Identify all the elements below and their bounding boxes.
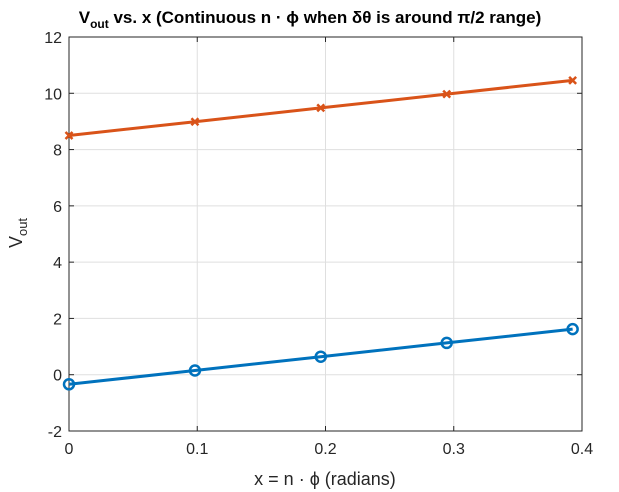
data-point <box>316 103 326 113</box>
data-point <box>190 117 200 127</box>
data-point <box>64 131 74 140</box>
grid <box>68 36 583 432</box>
series-line <box>68 327 573 386</box>
y-tick-label: 0 <box>53 368 62 385</box>
data-point <box>568 75 578 85</box>
tick-marks <box>68 36 583 432</box>
x-tick-label: 0 <box>65 441 74 458</box>
series-2 <box>64 75 578 140</box>
y-tick-label: 12 <box>44 30 62 47</box>
x-tick-label: 0.3 <box>443 441 465 458</box>
series-1 <box>62 322 579 391</box>
x-axis-title: x = n · ϕ (radians) <box>254 469 396 489</box>
chart-title: Vout vs. x (Continuous n · ϕ when δθ is … <box>79 8 542 31</box>
y-tick-label: 2 <box>53 311 62 328</box>
y-tick-label: -2 <box>48 424 62 441</box>
title-v-subscript: out <box>90 17 109 31</box>
y-tick-label: 6 <box>53 199 62 216</box>
data-point <box>442 89 452 99</box>
data-point <box>566 322 579 336</box>
x-tick-label: 0.4 <box>571 441 593 458</box>
y-axis-title-subscript: out <box>15 218 30 236</box>
y-tick-label: 10 <box>44 86 62 103</box>
data-point <box>440 336 453 350</box>
title-v: V <box>79 8 91 27</box>
x-tick-labels: 0 0.1 0.2 0.3 0.4 <box>65 441 594 458</box>
title-rest: vs. x (Continuous n · ϕ when δθ is aroun… <box>109 8 542 27</box>
y-axis-title: Vout <box>6 218 30 248</box>
data-point <box>62 378 76 391</box>
x-tick-label: 0.2 <box>314 441 336 458</box>
data-point <box>188 364 202 377</box>
data-point <box>314 350 328 363</box>
series-layer <box>62 75 579 391</box>
y-tick-label: 8 <box>53 143 62 160</box>
x-tick-label: 0.1 <box>186 441 208 458</box>
y-tick-labels: -2 0 2 4 6 8 10 12 <box>44 30 62 441</box>
y-tick-label: 4 <box>53 255 62 272</box>
y-axis-title-v: V <box>6 236 26 248</box>
